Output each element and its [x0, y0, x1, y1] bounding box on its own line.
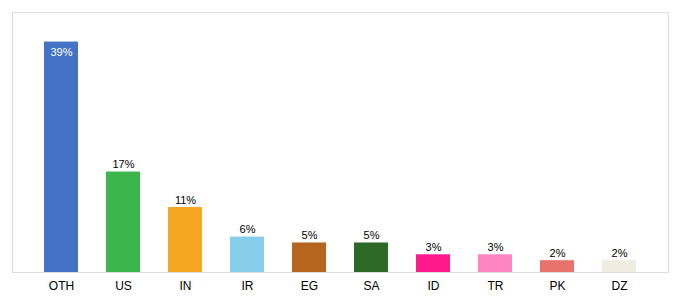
- svg-text:39%: 39%: [50, 46, 72, 58]
- svg-text:PK: PK: [549, 279, 565, 293]
- svg-text:DZ: DZ: [612, 279, 628, 293]
- svg-text:3%: 3%: [426, 241, 442, 253]
- svg-text:EG: EG: [301, 279, 318, 293]
- svg-text:11%: 11%: [175, 194, 196, 206]
- svg-text:ID: ID: [428, 279, 440, 293]
- svg-text:US: US: [115, 279, 132, 293]
- svg-text:2%: 2%: [550, 247, 566, 259]
- svg-text:IR: IR: [242, 279, 254, 293]
- svg-text:2%: 2%: [612, 247, 628, 259]
- svg-text:5%: 5%: [364, 229, 380, 241]
- svg-text:TR: TR: [488, 279, 504, 293]
- svg-text:5%: 5%: [302, 229, 318, 241]
- svg-text:6%: 6%: [240, 223, 256, 235]
- svg-text:OTH: OTH: [49, 279, 74, 293]
- svg-text:3%: 3%: [488, 241, 504, 253]
- svg-text:SA: SA: [363, 279, 379, 293]
- svg-text:IN: IN: [180, 279, 192, 293]
- svg-text:17%: 17%: [112, 158, 134, 170]
